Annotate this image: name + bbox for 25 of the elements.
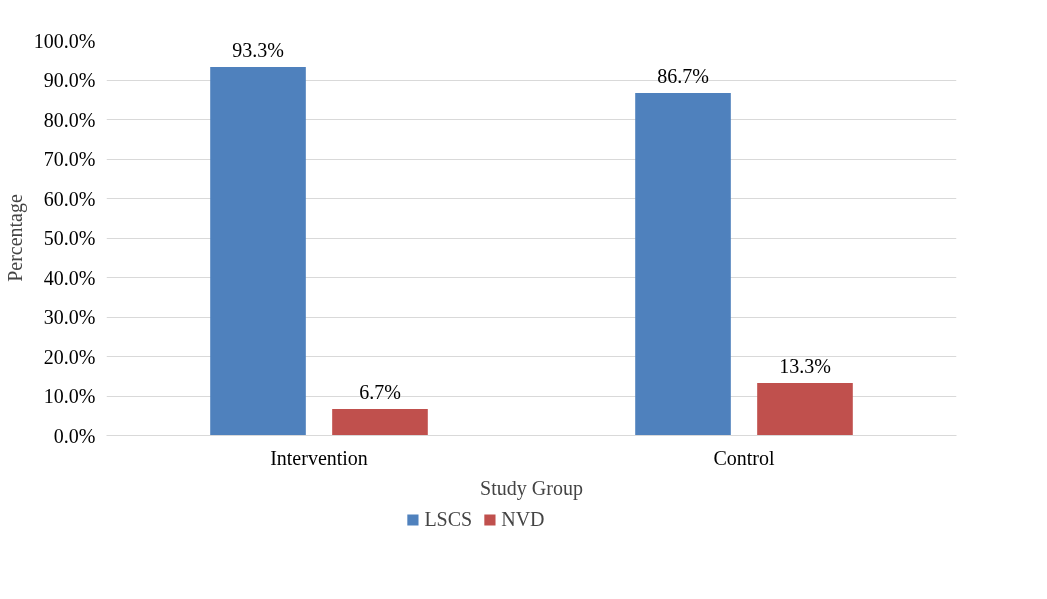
x-tick-label: Intervention xyxy=(270,446,368,469)
y-tick-label: 0.0% xyxy=(53,424,96,447)
x-tick-label: Control xyxy=(713,446,775,469)
y-tick-label: 10.0% xyxy=(43,385,96,407)
y-tick-label: 60.0% xyxy=(43,187,96,210)
y-tick-label: 40.0% xyxy=(43,266,96,289)
y-tick-label: 80.0% xyxy=(43,108,96,131)
y-tick-label: 50.0% xyxy=(43,227,96,249)
y-tick-label: 70.0% xyxy=(43,148,96,170)
x-axis-title: Study Group xyxy=(480,476,583,500)
y-axis-title: Percentage xyxy=(3,194,27,282)
bar xyxy=(210,66,306,436)
y-tick-label: 100.0% xyxy=(33,29,96,52)
data-label: 93.3% xyxy=(232,38,284,61)
data-label: 13.3% xyxy=(779,354,831,377)
data-label: 86.7% xyxy=(657,65,709,88)
y-tick-label: 90.0% xyxy=(43,69,96,91)
legend-label: NVD xyxy=(501,507,545,531)
y-tick-label: 20.0% xyxy=(43,345,96,368)
bar xyxy=(757,382,853,436)
y-tick-label: 30.0% xyxy=(43,306,96,328)
bar xyxy=(635,93,731,436)
data-label: 6.7% xyxy=(359,381,401,404)
legend-label: LSCS xyxy=(424,507,473,531)
bar xyxy=(332,409,428,436)
